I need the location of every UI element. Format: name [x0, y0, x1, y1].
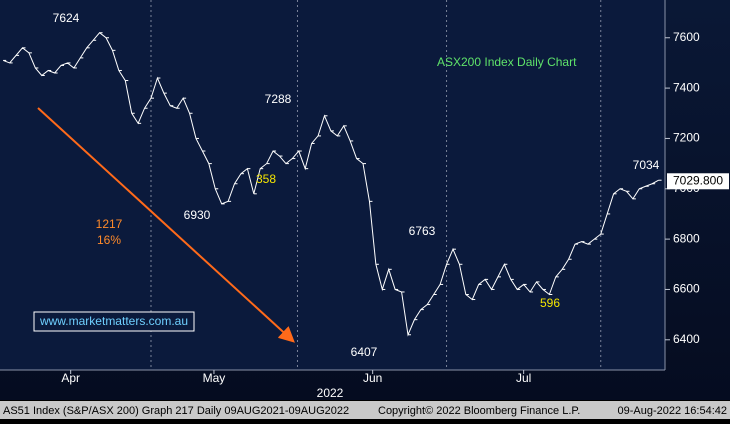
y-tick-label: 7600 [673, 30, 700, 44]
plot-area [0, 0, 665, 370]
website: www.marketmatters.com.au [39, 314, 188, 328]
last-price-label: 7029.800 [673, 173, 723, 187]
annotation: 358 [256, 172, 276, 186]
y-tick-label: 7200 [673, 131, 700, 145]
footer-right: 09-Aug-2022 16:54:42 [618, 405, 727, 417]
website-box [33, 311, 195, 332]
trend-arrow [37, 107, 295, 343]
y-tick-label: 6800 [673, 231, 700, 245]
y-tick-label: 6600 [673, 282, 700, 296]
y-tick-label: 6400 [673, 332, 700, 346]
x-tick-label: May [203, 371, 226, 385]
annotation: 7288 [265, 92, 292, 106]
x-tick-label: Jul [516, 371, 531, 385]
annotation: 1217 [96, 217, 123, 231]
annotation: 6930 [184, 208, 211, 222]
footer-center: Copyright© 2022 Bloomberg Finance L.P. [378, 405, 580, 417]
annotation: 16% [97, 233, 121, 247]
x-tick-label: Jun [363, 371, 382, 385]
x-axis-year: 2022 [317, 386, 344, 400]
annotation: 7034 [633, 158, 660, 172]
footer-left: AS51 Index (S&P/ASX 200) Graph 217 Daily… [3, 405, 349, 417]
chart-title: ASX200 Index Daily Chart [437, 55, 577, 69]
y-tick-label: 7400 [673, 80, 700, 94]
price-line [3, 32, 659, 337]
last-price-box [667, 173, 729, 190]
annotation: 596 [540, 296, 560, 310]
annotation: 7624 [53, 11, 80, 25]
annotation: 6763 [409, 224, 436, 238]
footer-bar [0, 401, 730, 419]
annotation: 6407 [351, 345, 378, 359]
x-tick-label: Apr [61, 371, 80, 385]
